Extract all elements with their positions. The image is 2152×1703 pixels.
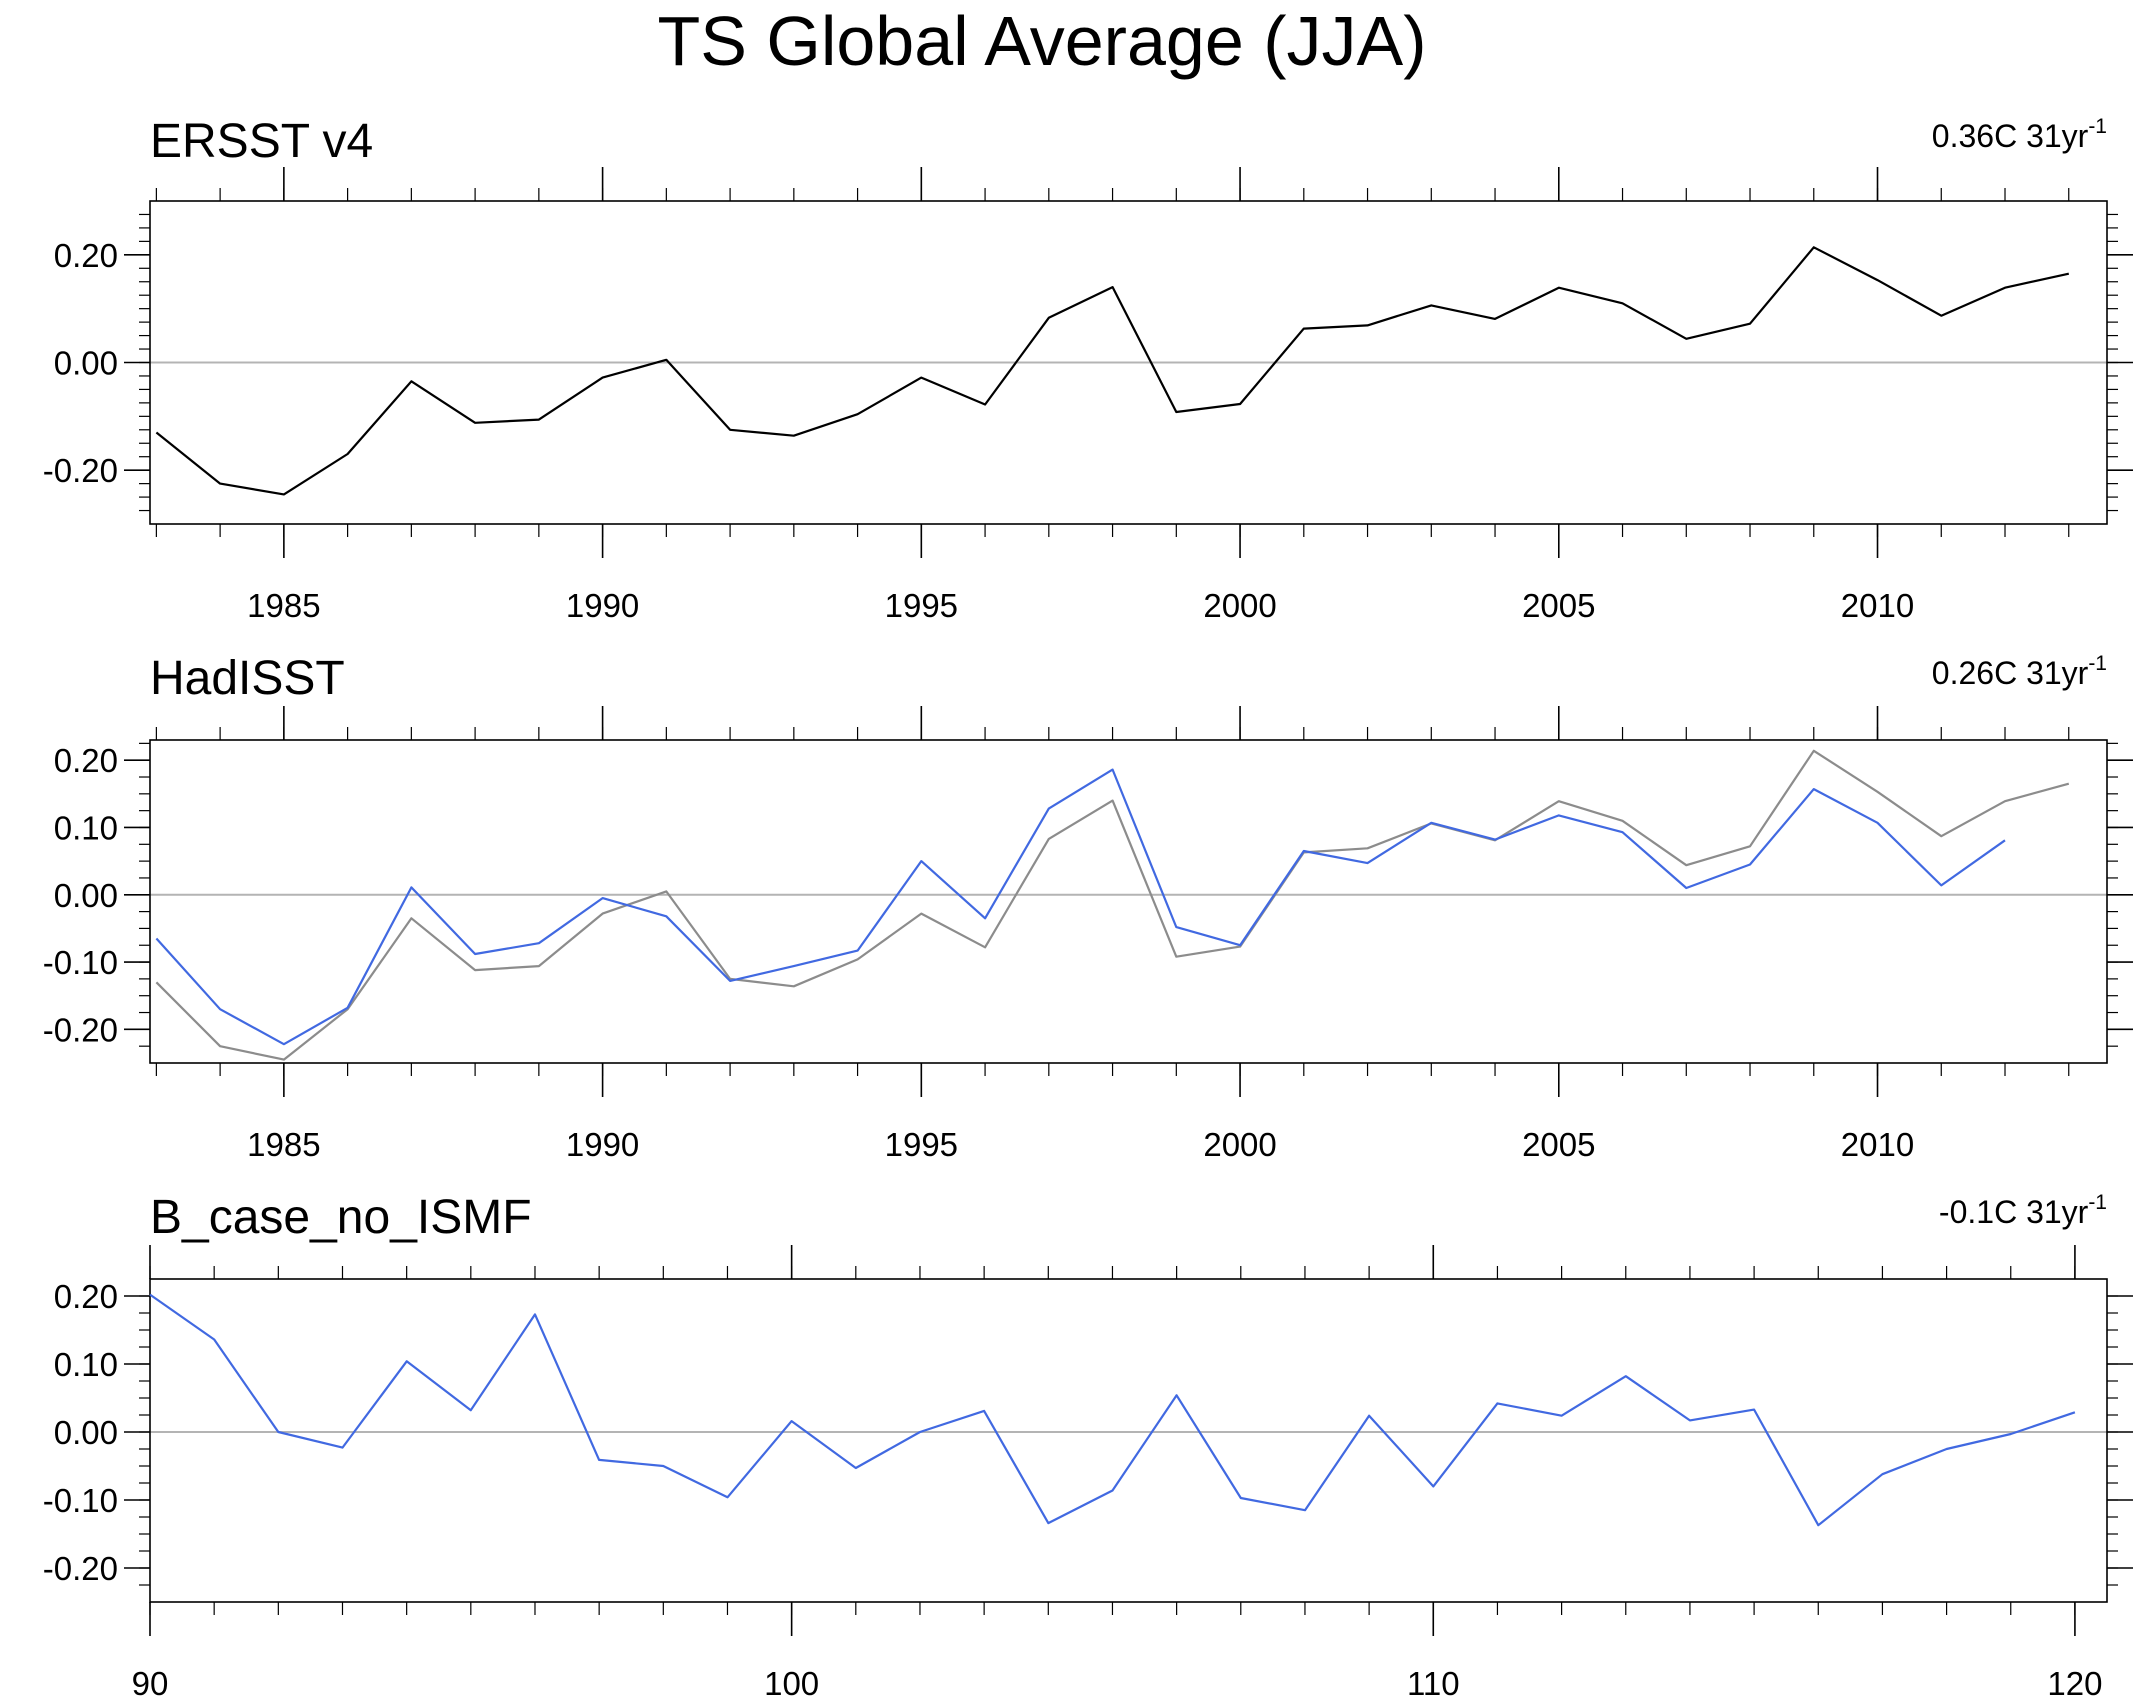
x-tick-label: 1990 [566,587,639,624]
y-tick-label: 0.00 [54,1414,118,1451]
y-tick-label: 0.10 [54,1346,118,1383]
y-tick-label: 0.00 [54,877,118,914]
trend-superscript: -1 [2088,1191,2107,1214]
plot-frame [149,739,2108,1064]
y-tick-label: -0.20 [43,1011,118,1048]
x-tick-label: 1995 [885,1126,958,1163]
figure-title: TS Global Average (JJA) [657,2,1426,80]
y-tick-label: -0.10 [43,944,118,981]
x-tick-label: 2005 [1522,587,1595,624]
x-tick-label: 90 [132,1665,169,1702]
x-tick-label: 2000 [1203,587,1276,624]
series-line [155,749,2070,1061]
x-tick-label: 1995 [885,587,958,624]
plot-frame [149,1278,2108,1603]
y-tick-label: -0.10 [43,1482,118,1519]
x-tick-label: 100 [764,1665,819,1702]
x-tick-label: 120 [2047,1665,2102,1702]
trend-value: 0.36C 31yr [1932,118,2089,154]
y-tick-label: 0.10 [54,809,118,846]
series-line [149,1293,2076,1527]
series-line [155,768,2006,1046]
series-1 [155,246,2070,496]
trend-value: 0.26C 31yr [1932,655,2089,691]
y-tick-label: 0.20 [54,1278,118,1315]
x-tick-label: 2010 [1841,1126,1914,1163]
y-tick-label: -0.20 [43,1550,118,1587]
series-line [155,246,2070,496]
x-tick-label: 2005 [1522,1126,1595,1163]
x-tick-label: 1985 [247,1126,320,1163]
x-tick-label: 2010 [1841,587,1914,624]
series-1 [155,749,2070,1061]
x-tick-label: 1985 [247,587,320,624]
x-tick-label: 2000 [1203,1126,1276,1163]
y-tick-label: 0.00 [54,345,118,382]
y-tick-label: 0.20 [54,237,118,274]
y-tick-label: 0.20 [54,742,118,779]
chart-panel-3: B_case_no_ISMF -0.1C 31yr-1 -0.20 -0.10 0.00… [43,1191,2133,1702]
chart-panel-2: HadISST 0.26C 31yr-1 -0.20 -0.10 0.00 0.10 0.2… [43,652,2133,1163]
panel-title: B_case_no_ISMF [150,1191,532,1244]
panel-title: HadISST [150,652,345,705]
trend-label: -0.1C 31yr-1 [1939,1191,2107,1230]
trend-label: 0.36C 31yr-1 [1932,115,2107,154]
trend-label: 0.26C 31yr-1 [1932,652,2107,691]
trend-value: -0.1C 31yr [1939,1194,2089,1230]
series-1 [149,1293,2076,1527]
series-2 [155,768,2006,1046]
trend-superscript: -1 [2088,652,2107,675]
panel-title: ERSST v4 [150,115,373,168]
trend-superscript: -1 [2088,115,2107,138]
x-tick-label: 110 [1407,1665,1460,1702]
y-tick-label: -0.20 [43,452,118,489]
chart-panel-1: ERSST v4 0.36C 31yr-1 -0.20 0.00 0.20 1985 199… [43,115,2133,624]
x-tick-label: 1990 [566,1126,639,1163]
